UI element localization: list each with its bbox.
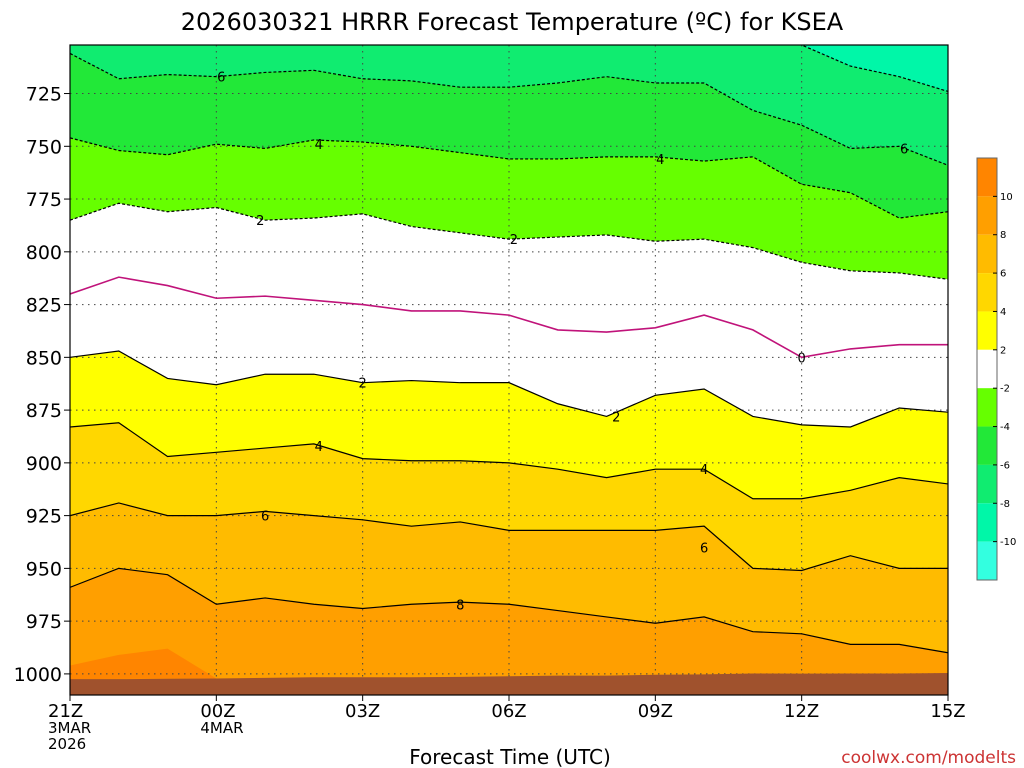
- contour-label: 4: [315, 138, 323, 153]
- contour-label: 4: [315, 440, 323, 455]
- y-tick-label: 825: [26, 295, 62, 317]
- colorbar-label: 10: [1000, 192, 1013, 203]
- colorbar-swatch: [977, 158, 997, 197]
- temperature-band-8: [70, 568, 948, 695]
- colorbar-swatch: [977, 464, 997, 504]
- contour-label: 4: [656, 153, 664, 168]
- colorbar-label: 8: [1000, 230, 1006, 241]
- y-tick-label: 900: [26, 453, 62, 475]
- chart-title: 2026030321 HRRR Forecast Temperature (ºC…: [181, 8, 844, 36]
- x-tick-label: 12Z: [784, 701, 819, 722]
- temperature-fills: [70, 45, 948, 695]
- contour-label: 2: [612, 410, 620, 425]
- colorbar-swatch: [977, 426, 997, 465]
- colorbar-label: -10: [1000, 537, 1016, 548]
- contour-label: 2: [510, 233, 518, 248]
- x-tick-label: 4MAR: [200, 719, 243, 737]
- colorbar-swatch: [977, 388, 997, 427]
- contour-line-4: [70, 422, 948, 500]
- colorbar-label: 2: [1000, 345, 1006, 356]
- contour-label: 8: [456, 598, 464, 613]
- contour-label: 6: [217, 71, 225, 86]
- colorbar-swatch: [977, 311, 997, 350]
- contour-line-0: [70, 276, 948, 359]
- y-tick-label: 775: [26, 189, 62, 211]
- colorbar-swatch: [977, 273, 997, 312]
- x-tick-label: 15Z: [930, 701, 965, 722]
- x-tick-label: 03Z: [345, 701, 380, 722]
- x-axis-label: Forecast Time (UTC): [409, 745, 611, 768]
- contour-label: 6: [261, 510, 269, 525]
- watermark: coolwx.com/modelts: [841, 748, 1016, 768]
- x-tick-label: 09Z: [638, 701, 673, 722]
- y-tick-label: 750: [26, 136, 62, 158]
- colorbar-swatch: [977, 196, 997, 235]
- contour-label: 6: [700, 541, 708, 556]
- x-tick-label: 06Z: [491, 701, 526, 722]
- x-tick-label: 3MAR: [48, 719, 91, 737]
- contour-line--6: [70, 52, 948, 166]
- colorbar-label: -6: [1000, 460, 1010, 471]
- contour-labels: 6 4 2 2 4 6 0 2 2 4 4 6 6 8: [217, 71, 908, 614]
- colorbar-label: -2: [1000, 384, 1010, 395]
- contour-line-8: [70, 567, 948, 654]
- colorbar-swatch: [977, 541, 997, 580]
- temperature-band-10: [70, 648, 217, 680]
- contour-label: 2: [256, 214, 264, 229]
- y-tick-label: 1000: [14, 664, 62, 686]
- y-tick-label: 875: [26, 400, 62, 422]
- colorbar-frame: [976, 157, 998, 581]
- contour-line-2: [70, 350, 948, 428]
- contour-line--2: [70, 202, 948, 280]
- y-tick-label: 950: [26, 558, 62, 580]
- colorbar-swatch: [977, 234, 997, 274]
- colorbar-label: 4: [1000, 307, 1006, 318]
- x-tick-label: 00Z: [200, 701, 235, 722]
- contour-label: 2: [359, 377, 367, 392]
- colorbar-label: -8: [1000, 499, 1010, 510]
- x-tick-label: 21Z: [48, 701, 83, 722]
- contour-label: 6: [900, 142, 908, 157]
- contour-lines: [70, 45, 948, 654]
- contour-label: 0: [798, 351, 806, 366]
- y-tick-label: 800: [26, 242, 62, 264]
- y-tick-label: 975: [26, 611, 62, 633]
- colorbar-label: 6: [1000, 269, 1006, 280]
- colorbar-swatch: [977, 349, 997, 389]
- x-tick-label: 2026: [48, 735, 86, 753]
- y-tick-label: 850: [26, 347, 62, 369]
- y-axis: 725 750 775 800 825 850 875 900 925 950 975 1000: [14, 84, 70, 686]
- y-tick-label: 725: [26, 84, 62, 106]
- contour-line-6: [70, 502, 948, 572]
- colorbar-swatch: [977, 503, 997, 542]
- contour-label: 4: [700, 463, 708, 478]
- ground-surface: [70, 673, 948, 695]
- y-tick-label: 925: [26, 506, 62, 528]
- colorbar-label: -4: [1000, 422, 1010, 433]
